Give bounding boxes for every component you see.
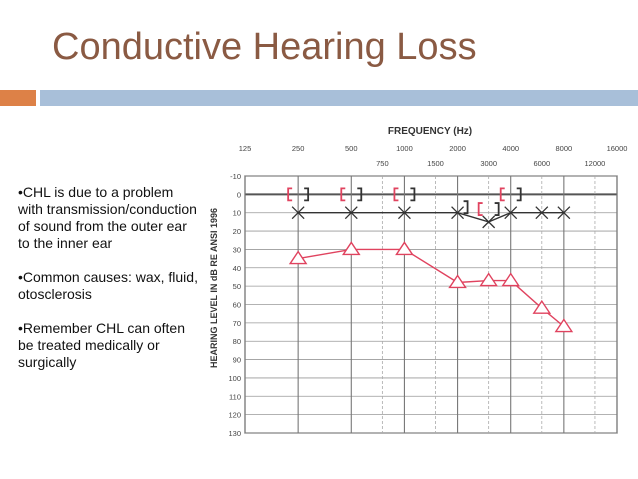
triangle-marker (532, 299, 552, 314)
x-marker (397, 206, 411, 220)
bracket-left-marker (477, 202, 483, 216)
y-axis-title: HEARING LEVEL IN dB RE ANSI 1996 (209, 208, 219, 368)
bullet-item: •CHL is due to a problem with transmissi… (18, 184, 197, 251)
series-line-x (298, 212, 564, 223)
chart-marks (287, 187, 574, 333)
accent-bar-blue (40, 90, 638, 106)
triangle-marker (479, 272, 498, 287)
audiogram-chart: FREQUENCY (Hz) HEARING LEVEL IN dB RE AN… (209, 126, 627, 438)
x-marker (504, 206, 518, 220)
triangle-marker (554, 318, 574, 333)
y-tick-label: 20 (233, 227, 241, 236)
bracket-left-marker (340, 187, 346, 202)
y-tick-label: 90 (233, 356, 241, 365)
bracket-right-marker (463, 200, 469, 215)
x-marker (451, 206, 465, 220)
bracket-right-marker (357, 187, 363, 202)
y-tick-label: 0 (237, 190, 241, 199)
triangle-marker (288, 250, 308, 265)
bracket-right-marker (494, 202, 500, 216)
x-marker (535, 206, 549, 220)
bracket-right-marker (410, 187, 416, 202)
triangle-marker (448, 274, 467, 289)
y-tick-label: 110 (229, 392, 241, 401)
triangle-marker (395, 241, 414, 256)
triangle-marker (501, 272, 521, 287)
x-tick-label: 3000 (480, 159, 497, 168)
bullet-list: •CHL is due to a problem with transmissi… (18, 184, 200, 388)
x-tick-label: 1500 (427, 159, 444, 168)
x-tick-label: 1000 (396, 144, 413, 153)
bracket-left-marker (287, 187, 293, 202)
y-tick-label: 100 (228, 374, 241, 383)
accent-bar-orange (0, 90, 36, 106)
y-tick-label: 120 (228, 411, 241, 420)
x-tick-label: 6000 (533, 159, 550, 168)
x-marker (291, 206, 305, 220)
bracket-left-marker (393, 187, 399, 202)
x-tick-label: 4000 (502, 144, 519, 153)
chart-grid (244, 175, 618, 434)
y-tick-label: 40 (233, 264, 241, 273)
x-axis-title: FREQUENCY (Hz) (388, 126, 472, 137)
bracket-right-marker (304, 187, 310, 202)
x-marker (482, 215, 496, 229)
x-tick-label: 250 (292, 144, 305, 153)
slide-title: Conductive Hearing Loss (52, 26, 477, 68)
y-tick-label: 50 (233, 282, 241, 291)
y-tick-label: 30 (233, 245, 241, 254)
x-tick-label: 750 (376, 159, 389, 168)
x-tick-label: 8000 (556, 144, 573, 153)
triangle-marker (341, 241, 361, 256)
x-tick-label: 500 (345, 144, 358, 153)
chart-ticks: -10 0 10 20 30 40 50 60 70 80 90 100 110 120 130 125 250… (228, 144, 627, 438)
x-tick-label: 12000 (585, 159, 606, 168)
x-tick-label: 2000 (449, 144, 466, 153)
x-marker (557, 206, 571, 220)
y-tick-label: 130 (228, 429, 241, 438)
y-tick-label: 10 (233, 209, 241, 218)
series-line-triangle (297, 248, 565, 328)
bullet-item: •Common causes: wax, fluid, otosclerosis (18, 269, 198, 302)
x-marker (344, 206, 358, 220)
bullet-item: •Remember CHL can often be treated medic… (18, 320, 186, 370)
x-tick-label: 125 (239, 144, 252, 153)
y-tick-label: 60 (233, 301, 241, 310)
y-tick-label: 80 (233, 337, 241, 346)
y-tick-label: -10 (230, 172, 241, 181)
y-tick-label: 70 (233, 319, 241, 328)
bracket-left-marker (499, 187, 505, 202)
x-tick-label: 16000 (607, 144, 628, 153)
bracket-right-marker (516, 187, 522, 202)
